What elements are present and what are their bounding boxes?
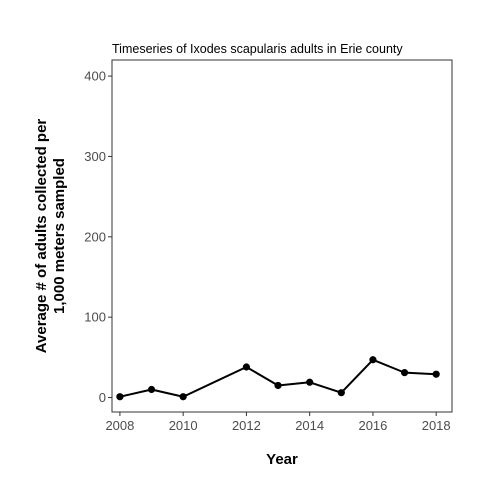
x-tick-label: 2008 [105,418,134,433]
y-tick-label: 0 [99,390,106,405]
y-tick-label: 400 [84,69,106,84]
data-point [116,393,124,401]
y-axis-title: Average # of adults collected per 1,000 … [33,119,68,354]
y-axis-title-line-1: Average # of adults collected per [33,119,50,354]
x-tick-label: 2012 [232,418,261,433]
y-axis: 0 100 200 300 400 [84,69,112,405]
y-axis-title-line-2: 1,000 meters sampled [51,158,68,314]
x-axis: 2008 2010 2012 2014 2016 2018 [105,412,451,433]
x-tick-label: 2010 [169,418,198,433]
data-point [432,370,440,378]
y-tick-label: 200 [84,229,106,244]
x-axis-title: Year [266,451,298,468]
data-point [400,369,409,377]
plot-panel [111,59,453,413]
data-point [337,389,345,397]
y-tick-label: 300 [84,149,106,164]
data-point [369,356,377,364]
x-tick-label: 2018 [422,418,451,433]
x-tick-label: 2014 [295,418,324,433]
series-line [119,358,437,398]
data-point [274,381,282,390]
data-point [179,393,187,401]
y-tick-label: 100 [84,310,106,325]
data-point [306,378,314,386]
chart-title: Timeseries of Ixodes scapularis adults i… [112,42,403,56]
x-tick-label: 2016 [358,418,387,433]
data-point [147,385,156,394]
series-layer [116,356,440,401]
data-point [242,363,251,371]
